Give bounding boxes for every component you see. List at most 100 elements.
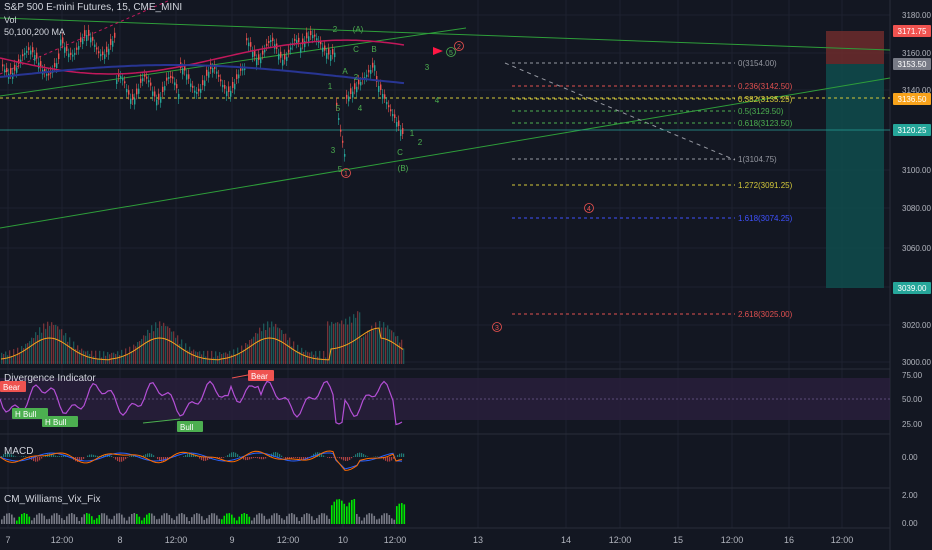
stop-loss-zone[interactable] <box>826 31 884 64</box>
vix-bar <box>141 520 143 524</box>
fib-label: 0.5(3129.50) <box>738 107 784 116</box>
macd-hist-bar <box>265 457 267 459</box>
volume-bar <box>255 332 257 364</box>
vix-bar <box>323 513 326 524</box>
candle-body <box>314 34 316 37</box>
candle-body <box>394 114 396 118</box>
vix-bar <box>46 519 48 524</box>
vix-bar <box>21 514 23 524</box>
volume-bar <box>273 326 275 364</box>
price-tags: 3171.75 3153.50 3136.50 3120.25 3039.00 <box>893 25 931 294</box>
price-lines <box>0 97 890 131</box>
price-tag <box>893 124 931 136</box>
fib-label: 0(3154.00) <box>738 59 777 68</box>
divergence-tag-label: Bear <box>3 383 20 392</box>
vix-bar <box>311 516 313 524</box>
vix-bar <box>61 518 63 524</box>
volume-bar <box>99 350 101 364</box>
wave-label: (A) <box>353 25 364 34</box>
vix-bar <box>361 520 363 524</box>
macd-hist-bar <box>221 457 223 459</box>
price-candles <box>2 24 404 162</box>
macd-hist-bar <box>357 453 359 457</box>
volume-bar <box>349 316 351 364</box>
candle-body <box>126 89 128 93</box>
candle-body <box>118 74 120 77</box>
macd-hist-bar <box>343 457 345 461</box>
volume-bar <box>215 351 217 364</box>
macd-hist-bar <box>189 452 191 457</box>
divergence-title[interactable]: Divergence Indicator <box>4 373 96 384</box>
time-tick-label: 10 <box>338 535 348 545</box>
fib-label: 1.272(3091.25) <box>738 181 793 190</box>
macd-hist-bar <box>359 452 361 457</box>
volume-bar <box>393 332 395 364</box>
wave-label: 1 <box>328 82 333 91</box>
wave-label-red: 3 <box>495 325 499 332</box>
volume-bar <box>321 358 323 364</box>
macd-hist-bar <box>25 456 27 457</box>
vix-bar <box>221 519 223 524</box>
vix-bar <box>363 517 366 524</box>
candle-body <box>334 52 336 58</box>
candle-body <box>322 47 324 52</box>
volume-bar <box>301 347 303 364</box>
candle-body <box>72 54 74 57</box>
wave-label: 5 <box>336 104 341 113</box>
volume-bar <box>193 349 195 364</box>
macd-title[interactable]: MACD <box>4 446 34 457</box>
macd-hist-bar <box>233 452 235 457</box>
candle-body <box>66 46 68 51</box>
vix-bar <box>371 513 373 524</box>
macd-hist-bar <box>83 457 85 459</box>
vix-bar <box>206 518 208 524</box>
vix-bar <box>56 513 58 524</box>
macd-hist-bar <box>147 453 149 457</box>
symbol-title[interactable]: S&P 500 E-mini Futures, 15, CME_MINI <box>4 2 183 13</box>
macd-hist-bar <box>399 453 401 457</box>
volume-legend[interactable]: Vol <box>4 15 17 25</box>
upper-trendline <box>0 17 891 51</box>
vix-bar <box>181 513 183 524</box>
volume-bar <box>307 351 309 364</box>
macd-hist-bar <box>81 457 83 461</box>
candle-body <box>396 122 398 127</box>
volume-bar <box>243 349 245 364</box>
candle-body <box>90 37 92 43</box>
fibonacci-levels[interactable]: 0(3154.00) 0.236(3142.50) 0.382(3135.25) 0.… <box>512 59 793 319</box>
volume-bar <box>147 329 149 364</box>
divergence-tag-label: Bull <box>180 423 194 432</box>
candle-body <box>368 69 370 73</box>
candle-body <box>6 67 8 73</box>
ma-legend[interactable]: 50,100,200 MA <box>4 27 66 37</box>
vix-bar <box>303 514 306 524</box>
volume-bar <box>39 327 41 364</box>
candle-body <box>46 73 48 76</box>
volume-bar <box>97 358 99 364</box>
volume-bar <box>175 337 177 364</box>
volume-bar <box>31 337 33 364</box>
take-profit-zone[interactable] <box>826 64 884 288</box>
vix-title[interactable]: CM_Williams_Vix_Fix <box>4 494 101 505</box>
volume-bar <box>101 357 103 364</box>
wave-label: 3 <box>425 63 430 72</box>
trend-lines[interactable] <box>0 0 891 229</box>
macd-hist-bar <box>295 457 297 458</box>
volume-bar <box>125 348 127 364</box>
candle-body <box>376 76 378 82</box>
vix-bar <box>103 513 106 524</box>
volume-bar <box>29 341 31 364</box>
time-axis[interactable]: 7 12:00 8 12:00 9 12:00 10 12:00 13 14 12:00 15 12:0… <box>5 535 853 545</box>
vix-bar <box>26 513 28 524</box>
macd-hist-bar <box>9 453 11 457</box>
candle-body <box>310 30 312 36</box>
volume-bar <box>291 346 293 364</box>
channel-trendline <box>0 27 467 97</box>
volume-bar <box>383 322 385 364</box>
vix-bar <box>186 517 188 524</box>
volume-bar <box>85 351 87 364</box>
volume-bars <box>1 311 405 364</box>
vix-tick-label: 2.00 <box>902 491 918 500</box>
vix-bar <box>326 515 328 524</box>
